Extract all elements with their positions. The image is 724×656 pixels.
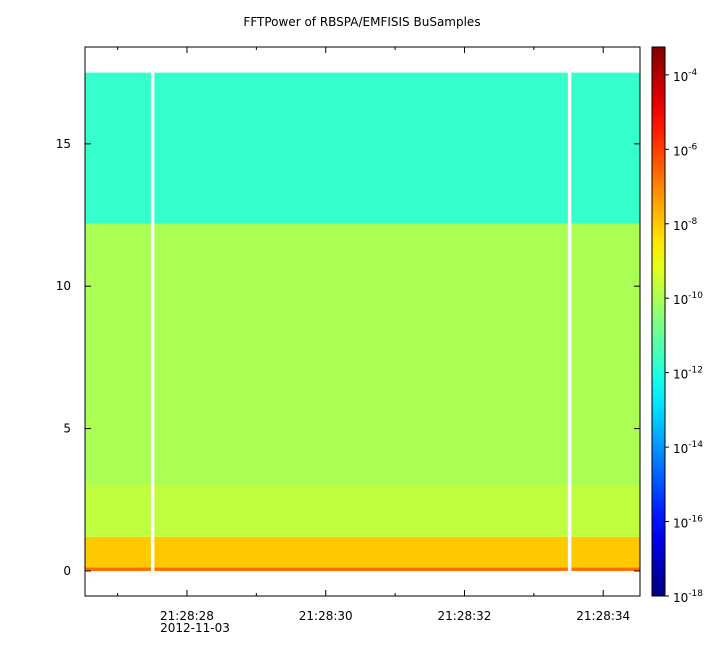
colorbar-tick-label: 10-10	[673, 291, 703, 307]
spectrogram-cell	[154, 536, 568, 568]
chart-title: FFTPower of RBSPA/EMFISIS BuSamples	[243, 15, 480, 29]
colorbar-tick-base: 10	[673, 517, 688, 531]
spectrogram-cell	[85, 72, 151, 224]
colorbar-tick-exponent: -16	[688, 515, 703, 525]
colorbar-tick-label: 10-18	[673, 589, 703, 605]
x-tick-label: 21:28:30	[299, 609, 353, 623]
colorbar-tick-label: 10-8	[673, 217, 698, 233]
colorbar-tick-exponent: -14	[688, 440, 703, 450]
y-tick-label: 15	[56, 137, 71, 151]
y-tick-label: 0	[63, 564, 71, 578]
colorbar-tick-base: 10	[673, 293, 688, 307]
x-tick-label: 21:28:32	[438, 609, 492, 623]
spectrogram-cell	[154, 567, 568, 571]
y-tick-label: 5	[63, 422, 71, 436]
colorbar-tick-label: 10-6	[673, 142, 698, 158]
colorbar-tick-exponent: -8	[688, 217, 697, 227]
colorbar-tick-base: 10	[673, 442, 688, 456]
spectrogram-cell	[85, 536, 151, 568]
colorbar-tick-base: 10	[673, 144, 688, 158]
colorbar-tick-base: 10	[673, 368, 688, 382]
colorbar-tick-base: 10	[673, 219, 688, 233]
colorbar-tick-exponent: -18	[688, 589, 703, 599]
colorbar-tick-exponent: -10	[688, 291, 703, 301]
spectrogram-cell	[154, 223, 568, 486]
colorbar-tick-base: 10	[673, 70, 688, 84]
spectrogram-cell	[571, 485, 640, 537]
spectrogram-cell	[85, 567, 151, 571]
colorbar-tick-exponent: -4	[688, 68, 697, 78]
colorbar-tick-label: 10-12	[673, 366, 703, 382]
spectrogram-cell	[154, 485, 568, 537]
colorbar-tick-label: 10-4	[673, 68, 698, 84]
x-tick-label: 21:28:28	[160, 609, 214, 623]
colorbar-tick-exponent: -12	[688, 366, 703, 376]
colorbar-tick-label: 10-16	[673, 515, 703, 531]
y-tick-label: 10	[56, 279, 71, 293]
spectrogram-cell	[571, 223, 640, 486]
spectrogram-cell	[85, 485, 151, 537]
colorbar	[651, 46, 666, 597]
spectrogram-cell	[571, 567, 640, 571]
colorbar-tick-exponent: -6	[688, 142, 697, 152]
colorbar-tick-base: 10	[673, 591, 688, 605]
x-tick-label: 21:28:34	[576, 609, 630, 623]
spectrogram-cell	[571, 536, 640, 568]
x-date-label: 2012-11-03	[160, 621, 230, 635]
spectrogram-cell	[85, 223, 151, 486]
spectrogram-cell	[571, 72, 640, 224]
colorbar-tick-label: 10-14	[673, 440, 703, 456]
plot-frame	[84, 46, 641, 597]
spectrogram-cell	[154, 72, 568, 224]
